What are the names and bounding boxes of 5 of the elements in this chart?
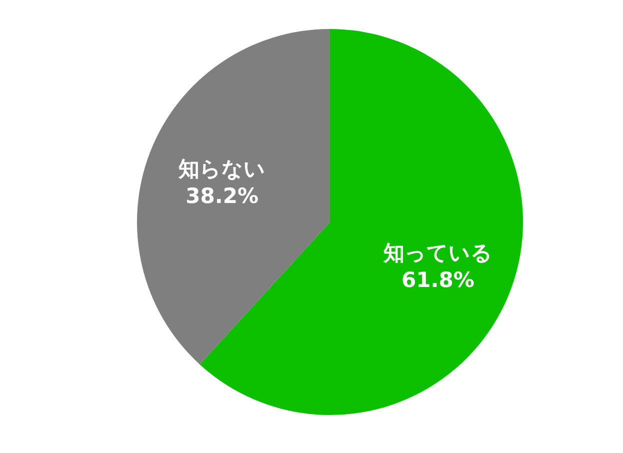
slice-label: 知っている (382, 240, 492, 265)
pie-slice (137, 29, 330, 364)
slice-label: 知らない (178, 156, 266, 181)
data-label: 61.8% (402, 268, 474, 292)
data-label: 38.2% (186, 184, 258, 208)
